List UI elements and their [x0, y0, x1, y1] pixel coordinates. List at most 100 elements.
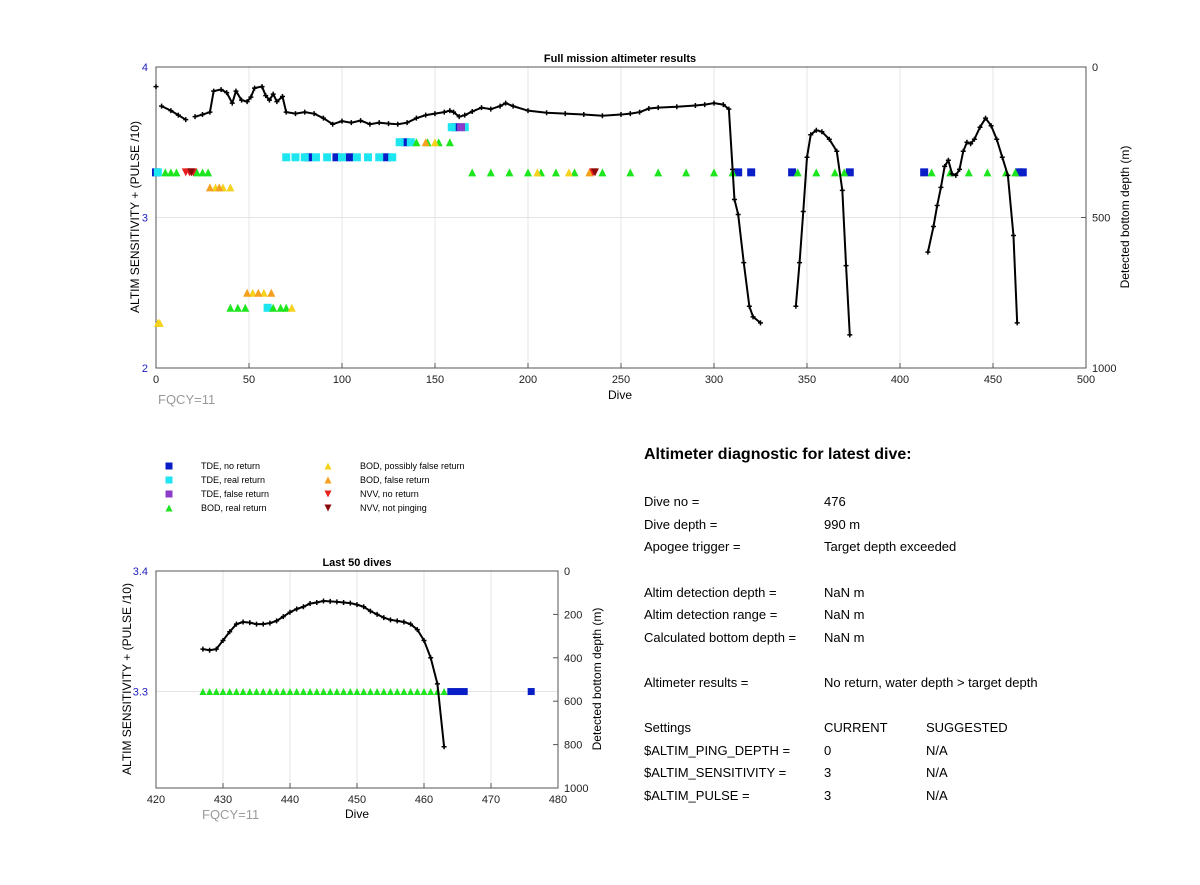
depth-point	[274, 618, 280, 624]
data-marker	[259, 288, 268, 297]
data-marker	[682, 168, 691, 177]
depth-point	[750, 314, 756, 320]
depth-point	[562, 111, 568, 117]
data-marker	[364, 153, 373, 162]
depth-point	[218, 87, 224, 93]
y-tick-label-left: 4	[142, 62, 148, 74]
legend-marker	[165, 476, 173, 484]
depth-point	[254, 621, 259, 627]
depth-point	[259, 84, 265, 90]
depth-line-segment	[926, 116, 1019, 323]
data-marker	[287, 303, 296, 312]
data-marker	[486, 168, 495, 177]
last-x-label: Dive	[345, 807, 369, 821]
main-y-ticks-right: 0 500 1000	[1081, 62, 1116, 375]
depth-point	[421, 637, 427, 643]
depth-point	[730, 166, 736, 172]
depth-point	[423, 112, 429, 118]
depth-point	[413, 115, 419, 121]
data-marker	[505, 168, 514, 177]
y-tick-label-left: 3.4	[133, 566, 148, 578]
data-marker	[840, 168, 849, 177]
data-marker	[447, 123, 456, 132]
last-markers	[199, 688, 535, 696]
depth-point	[637, 109, 643, 115]
x-tick-label: 50	[243, 374, 255, 386]
legend-label: BOD, possibly false return	[360, 461, 465, 471]
x-tick-label: 480	[549, 794, 567, 806]
data-marker	[155, 318, 164, 327]
depth-point	[339, 118, 345, 124]
depth-point	[843, 263, 849, 269]
legend-label: NVV, not pinging	[360, 503, 427, 513]
depth-point	[655, 105, 661, 111]
main-y-ticks-left: 2 3 4	[142, 62, 148, 375]
x-tick-label: 200	[519, 374, 537, 386]
data-marker	[313, 688, 321, 696]
depth-point	[229, 100, 235, 106]
setting-pulse: $ALTIM_PULSE = 3 N/A	[644, 788, 948, 803]
main-x-ticks: 0 50 100 150 200 250 300 350 400 450 500	[153, 363, 1095, 386]
depth-point	[175, 112, 181, 118]
depth-point	[213, 646, 219, 652]
x-tick-label: 430	[214, 794, 232, 806]
depth-point	[746, 303, 752, 309]
data-marker	[447, 688, 455, 696]
data-marker	[747, 168, 756, 177]
data-marker	[353, 688, 361, 696]
data-marker	[570, 168, 579, 177]
depth-point	[434, 681, 440, 687]
y-tick-label-right: 600	[564, 696, 582, 708]
data-marker	[172, 168, 181, 177]
data-marker	[793, 168, 802, 177]
x-tick-label: 420	[147, 794, 165, 806]
depth-point	[692, 103, 698, 109]
depth-point	[793, 303, 799, 309]
depth-point	[314, 599, 320, 605]
legend-marker	[324, 504, 332, 512]
main-fqcy-label: FQCY=11	[158, 392, 215, 407]
depth-point	[263, 93, 269, 99]
depth-point	[847, 332, 853, 338]
depth-point	[503, 100, 509, 106]
data-marker	[401, 138, 410, 147]
depth-point	[279, 93, 285, 99]
depth-point	[183, 117, 189, 123]
data-marker	[311, 153, 320, 162]
depth-point	[1005, 172, 1011, 178]
last-y-ticks-right: 0 200 400 600 800 1000	[553, 566, 588, 795]
depth-point	[247, 620, 253, 626]
data-marker	[253, 688, 260, 696]
depth-point	[428, 655, 434, 661]
data-marker	[590, 168, 599, 177]
data-marker	[333, 688, 341, 696]
depth-point	[441, 744, 447, 750]
data-marker	[734, 168, 743, 177]
main-y-label-left: ALTIM SENSITIVITY + (PULSE /10)	[128, 121, 142, 313]
depth-point	[456, 114, 462, 120]
depth-point	[252, 85, 258, 91]
y-tick-label-left: 3.3	[133, 687, 148, 699]
data-marker	[927, 168, 936, 177]
x-tick-label: 350	[798, 374, 816, 386]
depth-point	[386, 121, 391, 127]
data-marker	[254, 288, 263, 297]
y-tick-label-left: 3	[142, 213, 148, 225]
depth-point	[300, 604, 306, 610]
data-marker	[400, 688, 408, 696]
depth-point	[994, 136, 1000, 142]
depth-point	[293, 111, 298, 117]
diag-row-bottom-depth: Calculated bottom depth = NaN m	[644, 630, 865, 645]
data-marker	[527, 688, 535, 696]
depth-point	[726, 106, 732, 112]
depth-point	[432, 111, 438, 117]
data-marker	[393, 688, 401, 696]
depth-point	[945, 157, 951, 163]
data-marker	[431, 138, 439, 147]
data-marker	[710, 168, 718, 177]
data-marker	[375, 153, 384, 162]
data-marker	[226, 688, 234, 696]
data-marker	[332, 153, 341, 162]
depth-point	[168, 108, 174, 114]
depth-point	[244, 99, 250, 105]
